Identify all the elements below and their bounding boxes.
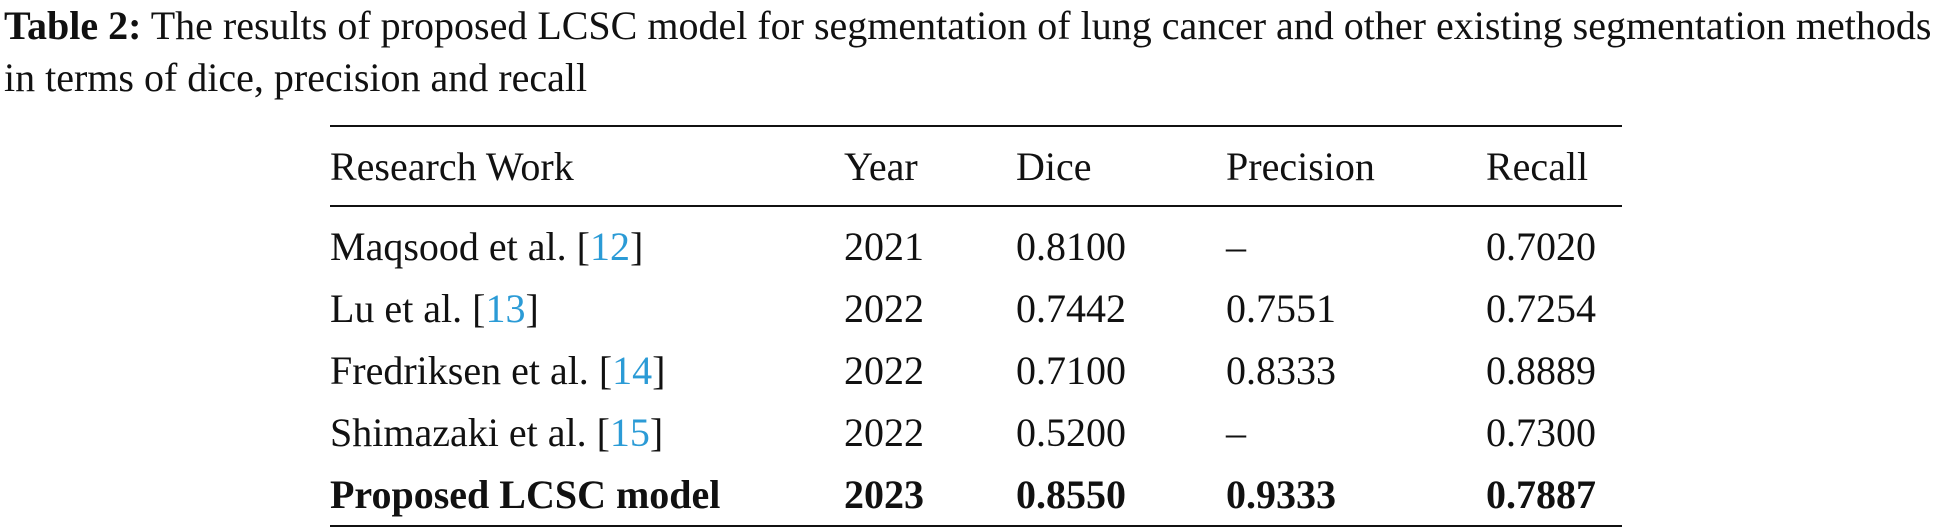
- dice-cell: 0.7442: [1016, 285, 1126, 331]
- citation-link[interactable]: 12: [589, 223, 630, 269]
- precision-cell: 0.8333: [1226, 347, 1336, 393]
- table-row: Lu et al. [13] 2022 0.7442 0.7551 0.7254: [330, 277, 1622, 339]
- recall-cell: 0.7020: [1486, 223, 1596, 269]
- research-work-cell: Fredriksen et al. [14]: [330, 347, 666, 393]
- recall-cell: 0.7300: [1486, 409, 1596, 455]
- research-work-cell: Lu et al. [13]: [330, 285, 539, 331]
- precision-cell: 0.7551: [1226, 285, 1336, 331]
- dice-cell: 0.5200: [1016, 409, 1126, 455]
- table-caption: Table 2: The results of proposed LCSC mo…: [4, 0, 1948, 104]
- header-research-work: Research Work: [330, 143, 574, 189]
- precision-cell: –: [1226, 409, 1246, 455]
- recall-cell: 0.7254: [1486, 285, 1596, 331]
- recall-cell: 0.8889: [1486, 347, 1596, 393]
- header-precision: Precision: [1226, 143, 1375, 189]
- proposed-model-row: Proposed LCSC model 2023 0.8550 0.9333 0…: [330, 463, 1622, 526]
- work-name: Fredriksen et al.: [330, 347, 589, 393]
- year-cell: 2022: [844, 409, 924, 455]
- table-row: Shimazaki et al. [15] 2022 0.5200 – 0.73…: [330, 401, 1622, 463]
- year-cell: 2021: [844, 223, 924, 269]
- precision-cell: 0.9333: [1226, 471, 1336, 517]
- research-work-cell: Proposed LCSC model: [330, 471, 721, 517]
- table-row: Fredriksen et al. [14] 2022 0.7100 0.833…: [330, 339, 1622, 401]
- header-row: Research Work Year Dice Precision Recall: [330, 126, 1622, 206]
- header-dice: Dice: [1016, 143, 1092, 189]
- dice-cell: 0.8100: [1016, 223, 1126, 269]
- year-cell: 2022: [844, 285, 924, 331]
- year-cell: 2023: [844, 471, 924, 517]
- citation-link[interactable]: 13: [485, 285, 526, 331]
- header-year: Year: [844, 143, 918, 189]
- caption-text: The results of proposed LCSC model for s…: [4, 3, 1932, 100]
- research-work-cell: Shimazaki et al. [15]: [330, 409, 664, 455]
- dice-cell: 0.7100: [1016, 347, 1126, 393]
- dice-cell: 0.8550: [1016, 471, 1126, 517]
- recall-cell: 0.7887: [1486, 471, 1596, 517]
- work-name: Lu et al.: [330, 285, 463, 331]
- citation-link[interactable]: 15: [609, 409, 650, 455]
- work-name: Maqsood et al.: [330, 223, 567, 269]
- precision-cell: –: [1226, 223, 1246, 269]
- work-name: Shimazaki et al.: [330, 409, 587, 455]
- header-recall: Recall: [1486, 143, 1589, 189]
- year-cell: 2022: [844, 347, 924, 393]
- research-work-cell: Maqsood et al. [12]: [330, 223, 644, 269]
- citation-link[interactable]: 14: [612, 347, 653, 393]
- results-table: Research Work Year Dice Precision Recall…: [330, 125, 1622, 527]
- table-row: Maqsood et al. [12] 2021 0.8100 – 0.7020: [330, 206, 1622, 277]
- caption-label: Table 2:: [4, 3, 142, 48]
